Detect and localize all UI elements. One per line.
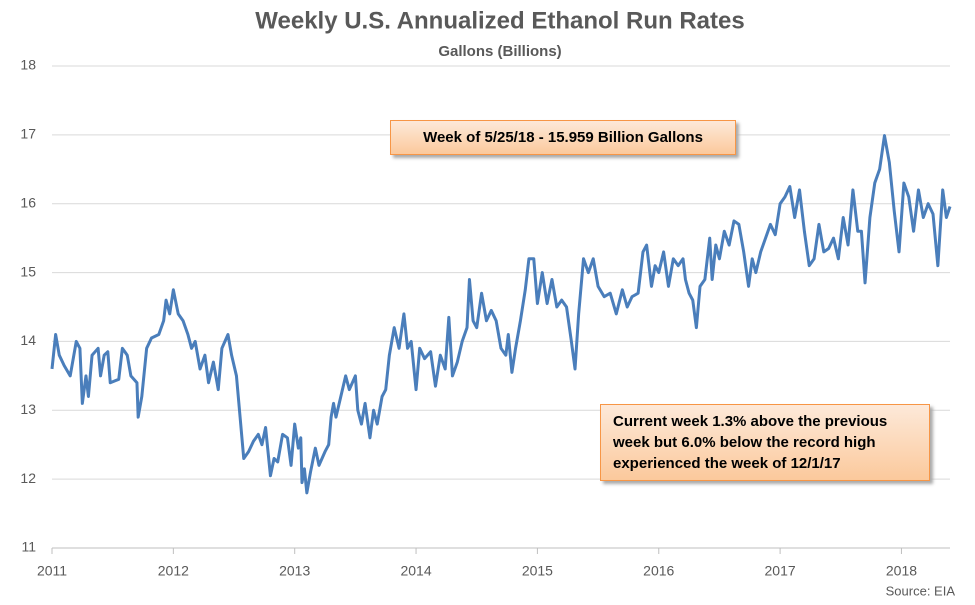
- y-tick-label: 13: [20, 401, 36, 417]
- y-tick-label: 12: [20, 470, 36, 486]
- x-tick-label: 2016: [643, 563, 674, 579]
- y-tick-label: 17: [20, 126, 36, 142]
- x-tick-label: 2017: [765, 563, 796, 579]
- source: Source: EIA: [886, 583, 956, 598]
- y-tick-label: 15: [20, 263, 36, 279]
- chart-subtitle: Gallons (Billions): [438, 43, 561, 60]
- y-tick-label: 18: [20, 57, 36, 73]
- x-tick-label: 2015: [522, 563, 553, 579]
- chart-title: Weekly U.S. Annualized Ethanol Run Rates: [255, 7, 744, 34]
- y-tick-label: 14: [20, 332, 36, 348]
- x-tick-label: 2013: [279, 563, 310, 579]
- x-tick-label: 2014: [400, 563, 431, 579]
- x-tick-label: 2011: [37, 563, 67, 579]
- x-tick-label: 2018: [886, 563, 917, 579]
- annotation: Week of 5/25/18 - 15.959 Billion Gallons: [390, 120, 736, 155]
- annotation: Current week 1.3% above the previous wee…: [600, 404, 930, 481]
- y-tick-label: 16: [20, 194, 36, 210]
- x-tick-label: 2012: [158, 563, 189, 579]
- y-tick-label: 11: [21, 539, 36, 555]
- data-line: [50, 134, 952, 495]
